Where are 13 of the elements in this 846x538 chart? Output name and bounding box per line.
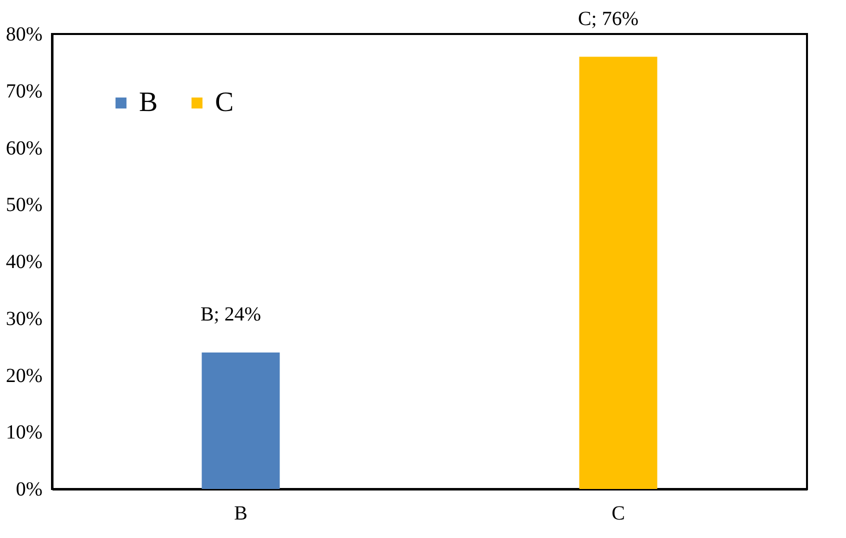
y-tick-label: 20% bbox=[6, 364, 42, 387]
y-tick-label: 60% bbox=[6, 137, 42, 160]
data-label: C; 76% bbox=[578, 8, 639, 30]
data-label: B; 24% bbox=[200, 304, 262, 326]
y-tick-label: 10% bbox=[6, 422, 42, 444]
legend-label: C bbox=[215, 87, 234, 118]
y-tick-label: 40% bbox=[6, 251, 42, 273]
legend-label: B bbox=[139, 87, 158, 118]
y-tick-label: 30% bbox=[6, 308, 42, 330]
y-tick-label: 70% bbox=[6, 80, 42, 102]
y-tick-label: 80% bbox=[6, 24, 42, 46]
y-tick-label: 50% bbox=[6, 194, 42, 216]
y-tick-label: 0% bbox=[16, 478, 42, 500]
